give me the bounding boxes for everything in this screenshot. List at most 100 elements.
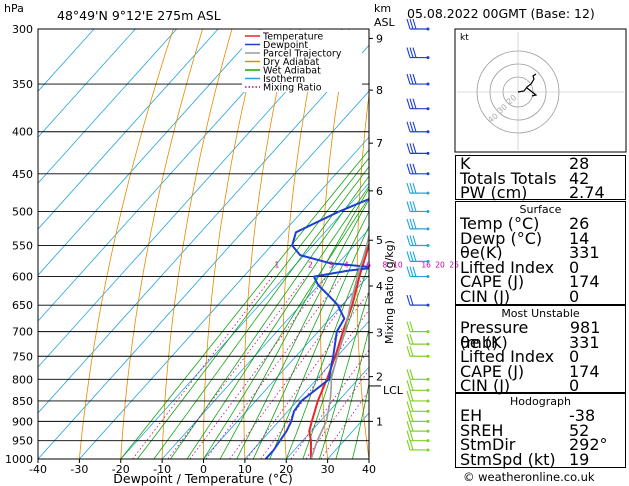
wet-adiabat-line: [252, 210, 369, 459]
wind-barb-dot: [426, 56, 430, 60]
legend-label: Wet Adiabat: [263, 66, 321, 77]
param-label: EH: [460, 406, 483, 425]
wind-barb-dot: [426, 82, 430, 86]
param-value: 52: [569, 420, 590, 440]
dewpoint-line: [264, 197, 369, 459]
isobar-lines: [38, 28, 369, 460]
mixing-ratio-label: 2: [308, 261, 313, 270]
wind-barb-flag: [406, 182, 411, 194]
wind-barb-dot: [426, 27, 430, 31]
index-value: 42: [569, 168, 590, 188]
index-value: 28: [569, 154, 590, 173]
param-label: θe (K): [460, 332, 508, 352]
wind-barb-flag: [406, 163, 411, 174]
wind-barb-dot: [426, 130, 430, 134]
wind-barb-dot: [426, 243, 430, 247]
wind-barb-dot: [426, 429, 430, 433]
x-tick-label: -30: [70, 463, 88, 476]
isotherm-line: [38, 90, 369, 459]
wind-barb-flag: [406, 411, 411, 422]
pressure-tick-label: 950: [12, 435, 33, 448]
hodograph-params-title: Hodograph: [510, 395, 571, 408]
legend-label: Dry Adiabat: [263, 57, 320, 68]
param-row: CIN (J) 0: [456, 286, 625, 306]
height-tick-label: 4: [376, 280, 383, 293]
pressure-tick-label: 600: [12, 271, 33, 284]
isotherm-line: [79, 136, 369, 459]
wind-barb-flag: [409, 333, 414, 345]
wind-barb-flag: [409, 251, 414, 262]
wind-barb-flag: [406, 143, 411, 154]
index-label: PW (cm): [460, 183, 528, 203]
legend-label: Mixing Ratio: [263, 83, 322, 94]
wind-barb-flag: [412, 18, 417, 30]
wind-barb-flag: [406, 266, 411, 277]
km-unit-label: km: [374, 2, 391, 15]
x-tick-label: 0: [200, 463, 207, 476]
wind-barb-flag: [406, 218, 411, 230]
wind-barb-flag: [412, 47, 417, 58]
param-row: Pressure (mb) 981: [456, 320, 625, 350]
wind-barb-flag: [406, 333, 411, 345]
isotherm-line: [38, 29, 343, 368]
wind-barb-flag: [406, 294, 411, 306]
wind-barb-flag: [409, 321, 414, 332]
param-row: Lifted Index 0: [456, 259, 625, 276]
mixing-ratio-line: [205, 276, 343, 459]
pressure-tick-label: 500: [12, 205, 33, 218]
wind-barb-flag: [406, 47, 411, 58]
mixing-ratio-label: 1: [275, 261, 280, 270]
wind-barb-flag: [409, 430, 414, 441]
isotherm-line: [244, 320, 369, 459]
hodograph-trace: [517, 73, 537, 93]
wind-barb-flag: [406, 235, 411, 246]
wind-barbs: [406, 18, 430, 452]
mixing-ratio-label: 3: [329, 261, 334, 270]
wind-barb-flag: [409, 420, 414, 432]
wet-adiabat-line: [136, 157, 369, 459]
mixing-ratio-label: 6: [366, 261, 371, 270]
x-tick-label: 20: [279, 463, 293, 476]
pressure-axis: 300 350 400 450 500 550 600 650 700 750 800 850 900 9…: [5, 23, 33, 466]
param-label: StmDir: [460, 435, 516, 455]
height-tick-label: 7: [376, 137, 383, 150]
param-label: StmSpd (kt): [460, 449, 556, 469]
wind-barb-dot: [426, 191, 430, 195]
param-label: Lifted Index: [460, 347, 555, 367]
wind-barb-flag: [409, 218, 414, 230]
wind-barb-dot: [426, 330, 430, 334]
wind-barb-flag: [412, 266, 417, 277]
height-tick-label: 3: [376, 327, 383, 340]
index-row-k: K 28: [456, 154, 625, 173]
param-label: CIN (J): [460, 286, 511, 306]
param-value: 0: [569, 347, 580, 367]
wind-barb-flag: [406, 201, 411, 212]
param-row: CIN (J) 0: [456, 378, 625, 394]
wind-barb-dot: [426, 409, 430, 413]
param-row: StmSpd (kt) 19: [456, 449, 625, 469]
x-tick-label: -20: [112, 463, 130, 476]
param-row: SREH 52: [456, 420, 625, 440]
wind-barb-flag: [409, 266, 414, 277]
legend-label: Temperature: [262, 32, 323, 43]
dry-adiabat-line: [427, 29, 452, 459]
dry-adiabat-line: [203, 29, 262, 459]
pressure-tick-label: 450: [12, 168, 33, 181]
height-tick-label: 8: [376, 84, 383, 97]
param-row: StmDir 292°: [456, 435, 625, 455]
pressure-tick-label: 800: [12, 373, 33, 386]
wind-barb-dot: [426, 342, 430, 346]
height-tick-label: 9: [376, 32, 383, 45]
wind-barb-flag: [412, 201, 417, 212]
wind-barb-flag: [406, 390, 411, 402]
most-unstable-title: Most Unstable: [501, 307, 580, 320]
wind-barb-flag: [406, 439, 411, 451]
pressure-tick-label: 300: [12, 23, 33, 36]
surface-title: Surface: [519, 203, 562, 216]
valid-datetime: 05.08.2022 00GMT (Base: 12): [407, 6, 595, 21]
pressure-tick-label: 1000: [5, 453, 33, 466]
hodograph-frame: [454, 28, 627, 153]
wind-barb-flag: [406, 420, 411, 432]
